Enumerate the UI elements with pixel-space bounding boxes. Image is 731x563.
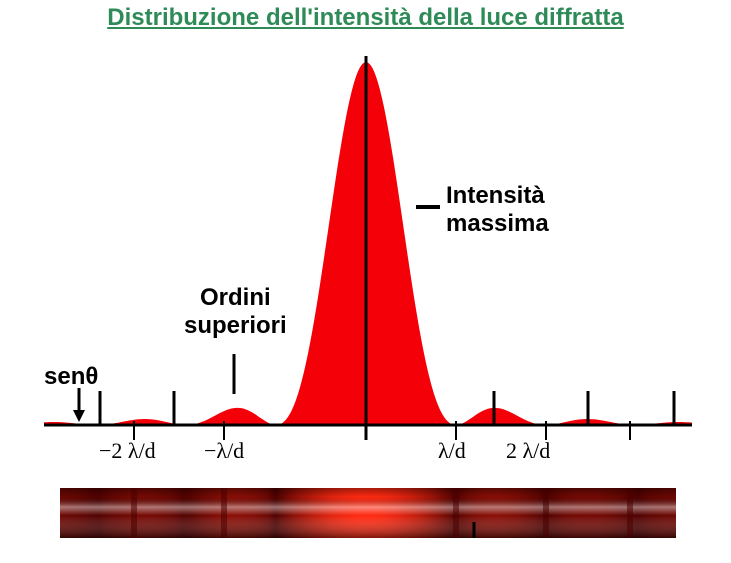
label-intensita-massima: Intensità massima [446, 182, 549, 237]
page-title: Distribuzione dell'intensità della luce … [0, 4, 731, 32]
tick-label-p2: 2 λ/d [506, 438, 550, 464]
tick-label-m1: −λ/d [204, 438, 244, 464]
sinc-curve [44, 50, 692, 440]
fringe-pattern [60, 488, 676, 538]
label-ordini-superiori: Ordini superiori [184, 284, 287, 339]
tick-label-m2: −2 λ/d [99, 438, 156, 464]
label-sen-theta: senθ [44, 363, 98, 391]
diffraction-chart: senθ Ordini superiori Intensità massima … [44, 50, 692, 440]
diffraction-band [60, 488, 676, 538]
tick-label-p1: λ/d [438, 438, 466, 464]
